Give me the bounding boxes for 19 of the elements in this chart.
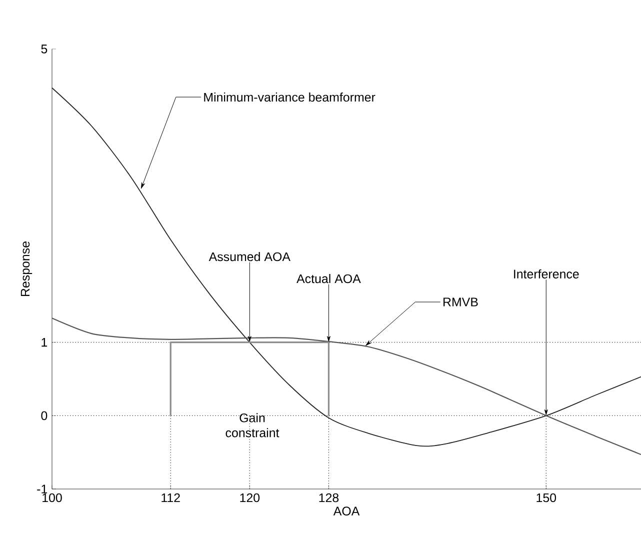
- x-tick-label: 120: [240, 493, 260, 502]
- y-tick-label: 5: [41, 44, 48, 54]
- x-tick-label: 112: [162, 493, 180, 502]
- line-series: [51, 318, 641, 456]
- y-tick-label: 1: [42, 338, 48, 347]
- annotation: Assumed AOA: [208, 252, 290, 262]
- annotation: Interference: [514, 269, 579, 278]
- annotation: RMVB: [443, 298, 478, 306]
- y-tick-label: 0: [41, 411, 48, 420]
- x-tick-label: 128: [319, 493, 339, 502]
- x-tick-label: 100: [42, 493, 62, 502]
- annotation: Actual AOA: [296, 274, 361, 284]
- y-axis-title: Response: [20, 242, 32, 296]
- x-tick-label: 150: [536, 493, 556, 502]
- y-tick-label: -1: [37, 484, 48, 494]
- line-series: [52, 87, 641, 447]
- x-axis-title: AOA: [333, 506, 360, 516]
- annotation: Minimum-variance beamformer: [204, 92, 376, 102]
- annotation: Gain constraint: [226, 413, 280, 438]
